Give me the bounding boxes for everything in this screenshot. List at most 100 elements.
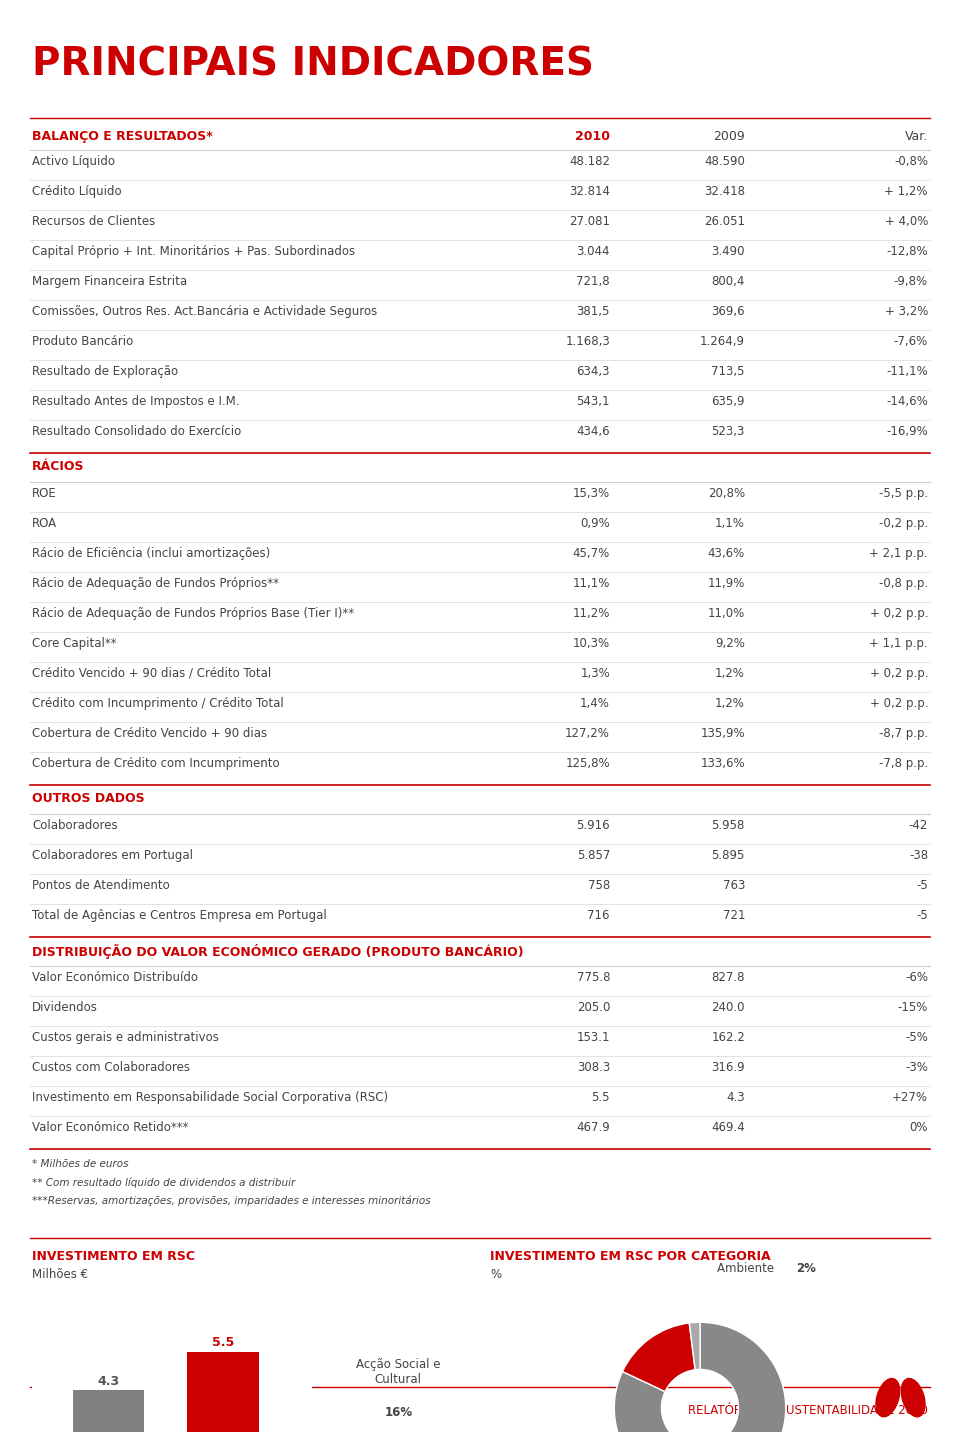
Text: 5.5: 5.5 [212, 1336, 234, 1349]
Text: 45,7%: 45,7% [573, 547, 610, 560]
Text: 205.0: 205.0 [577, 1001, 610, 1014]
Text: 10,3%: 10,3% [573, 637, 610, 650]
Text: + 0,2 p.p.: + 0,2 p.p. [870, 607, 928, 620]
Text: OUTROS DADOS: OUTROS DADOS [32, 792, 145, 805]
Text: Margem Financeira Estrita: Margem Financeira Estrita [32, 275, 187, 288]
Text: + 4,0%: + 4,0% [884, 215, 928, 228]
Text: Comissões, Outros Res. Act.Bancária e Actividade Seguros: Comissões, Outros Res. Act.Bancária e Ac… [32, 305, 377, 318]
Text: 0%: 0% [909, 1121, 928, 1134]
Text: 15,3%: 15,3% [573, 487, 610, 500]
Text: 26.051: 26.051 [704, 215, 745, 228]
Text: %: % [490, 1267, 501, 1282]
Text: 11,1%: 11,1% [572, 577, 610, 590]
Text: 153.1: 153.1 [577, 1031, 610, 1044]
Text: -12,8%: -12,8% [886, 245, 928, 258]
Text: 135,9%: 135,9% [701, 727, 745, 740]
Text: +27%: +27% [892, 1091, 928, 1104]
Bar [73, 1390, 144, 1432]
Text: Custos com Colaboradores: Custos com Colaboradores [32, 1061, 190, 1074]
Text: RÁCIOS: RÁCIOS [32, 460, 84, 473]
Text: + 1,2%: + 1,2% [884, 185, 928, 198]
Text: 5.857: 5.857 [577, 849, 610, 862]
Text: 127,2%: 127,2% [565, 727, 610, 740]
Text: -5: -5 [916, 909, 928, 922]
Text: 4.3: 4.3 [97, 1375, 119, 1388]
Text: -7,6%: -7,6% [894, 335, 928, 348]
Text: + 2,1 p.p.: + 2,1 p.p. [870, 547, 928, 560]
Text: Crédito Líquido: Crédito Líquido [32, 185, 122, 198]
Text: + 1,1 p.p.: + 1,1 p.p. [870, 637, 928, 650]
Text: Cobertura de Crédito Vencido + 90 dias: Cobertura de Crédito Vencido + 90 dias [32, 727, 267, 740]
Text: -6%: -6% [905, 971, 928, 984]
Ellipse shape [876, 1379, 900, 1416]
Text: 316.9: 316.9 [711, 1061, 745, 1074]
Wedge shape [689, 1322, 700, 1370]
Text: 3.044: 3.044 [577, 245, 610, 258]
Text: RELATÓRIO DE SUSTENTABILIDADE 2010: RELATÓRIO DE SUSTENTABILIDADE 2010 [688, 1403, 928, 1418]
Text: ROA: ROA [32, 517, 58, 530]
Wedge shape [622, 1323, 695, 1392]
Text: 240.0: 240.0 [711, 1001, 745, 1014]
Text: Crédito com Incumprimento / Crédito Total: Crédito com Incumprimento / Crédito Tota… [32, 697, 284, 710]
Wedge shape [614, 1322, 785, 1432]
Text: Investimento em Responsabilidade Social Corporativa (RSC): Investimento em Responsabilidade Social … [32, 1091, 388, 1104]
Text: Rácio de Adequação de Fundos Próprios**: Rácio de Adequação de Fundos Próprios** [32, 577, 279, 590]
Text: Ambiente: Ambiente [717, 1262, 778, 1276]
Text: 308.3: 308.3 [577, 1061, 610, 1074]
Text: 1,3%: 1,3% [580, 667, 610, 680]
Text: 763: 763 [723, 879, 745, 892]
Text: Resultado de Exploração: Resultado de Exploração [32, 365, 179, 378]
Text: 11,2%: 11,2% [572, 607, 610, 620]
Text: -42: -42 [908, 819, 928, 832]
Text: 1,4%: 1,4% [580, 697, 610, 710]
Text: BALANÇO E RESULTADOS*: BALANÇO E RESULTADOS* [32, 130, 213, 143]
Text: 48.182: 48.182 [569, 155, 610, 168]
Text: Recursos de Clientes: Recursos de Clientes [32, 215, 156, 228]
Text: 634,3: 634,3 [577, 365, 610, 378]
Text: 2010: 2010 [575, 130, 610, 143]
Text: 775.8: 775.8 [577, 971, 610, 984]
Text: Dividendos: Dividendos [32, 1001, 98, 1014]
Text: 1.168,3: 1.168,3 [565, 335, 610, 348]
Text: + 3,2%: + 3,2% [884, 305, 928, 318]
Text: 48.590: 48.590 [704, 155, 745, 168]
Text: Activo Líquido: Activo Líquido [32, 155, 115, 168]
Text: Colaboradores: Colaboradores [32, 819, 118, 832]
Text: -5%: -5% [905, 1031, 928, 1044]
Text: 162.2: 162.2 [711, 1031, 745, 1044]
Text: -0,2 p.p.: -0,2 p.p. [878, 517, 928, 530]
Text: 721,8: 721,8 [576, 275, 610, 288]
Text: 635,9: 635,9 [711, 395, 745, 408]
Text: * Milhões de euros: * Milhões de euros [32, 1158, 129, 1169]
Text: 20,8%: 20,8% [708, 487, 745, 500]
Text: 27.081: 27.081 [569, 215, 610, 228]
Text: ** Com resultado líquido de dividendos a distribuir: ** Com resultado líquido de dividendos a… [32, 1177, 296, 1187]
Text: 11,0%: 11,0% [708, 607, 745, 620]
Text: 716: 716 [588, 909, 610, 922]
Text: 3.490: 3.490 [711, 245, 745, 258]
Text: 1,1%: 1,1% [715, 517, 745, 530]
Text: Rácio de Eficiência (inclui amortizações): Rácio de Eficiência (inclui amortizações… [32, 547, 271, 560]
Text: 6: 6 [32, 1403, 39, 1418]
Text: 5.916: 5.916 [576, 819, 610, 832]
Text: Produto Bancário: Produto Bancário [32, 335, 133, 348]
Ellipse shape [901, 1379, 925, 1416]
Text: 1.264,9: 1.264,9 [700, 335, 745, 348]
Text: 721: 721 [723, 909, 745, 922]
Text: -0,8%: -0,8% [894, 155, 928, 168]
Text: 467.9: 467.9 [576, 1121, 610, 1134]
Text: 32.814: 32.814 [569, 185, 610, 198]
Text: 43,6%: 43,6% [708, 547, 745, 560]
Text: 523,3: 523,3 [711, 425, 745, 438]
Text: Milhões €: Milhões € [32, 1267, 88, 1282]
Text: Capital Próprio + Int. Minoritários + Pas. Subordinados: Capital Próprio + Int. Minoritários + Pa… [32, 245, 355, 258]
Text: -3%: -3% [905, 1061, 928, 1074]
Text: 11,9%: 11,9% [708, 577, 745, 590]
Text: Core Capital**: Core Capital** [32, 637, 116, 650]
Text: Rácio de Adequação de Fundos Próprios Base (Tier I)**: Rácio de Adequação de Fundos Próprios Ba… [32, 607, 354, 620]
Text: Valor Económico Retido***: Valor Económico Retido*** [32, 1121, 188, 1134]
Text: Valor Económico Distribuído: Valor Económico Distribuído [32, 971, 198, 984]
Text: 469.4: 469.4 [711, 1121, 745, 1134]
Text: 32.418: 32.418 [704, 185, 745, 198]
Text: 2009: 2009 [713, 130, 745, 143]
